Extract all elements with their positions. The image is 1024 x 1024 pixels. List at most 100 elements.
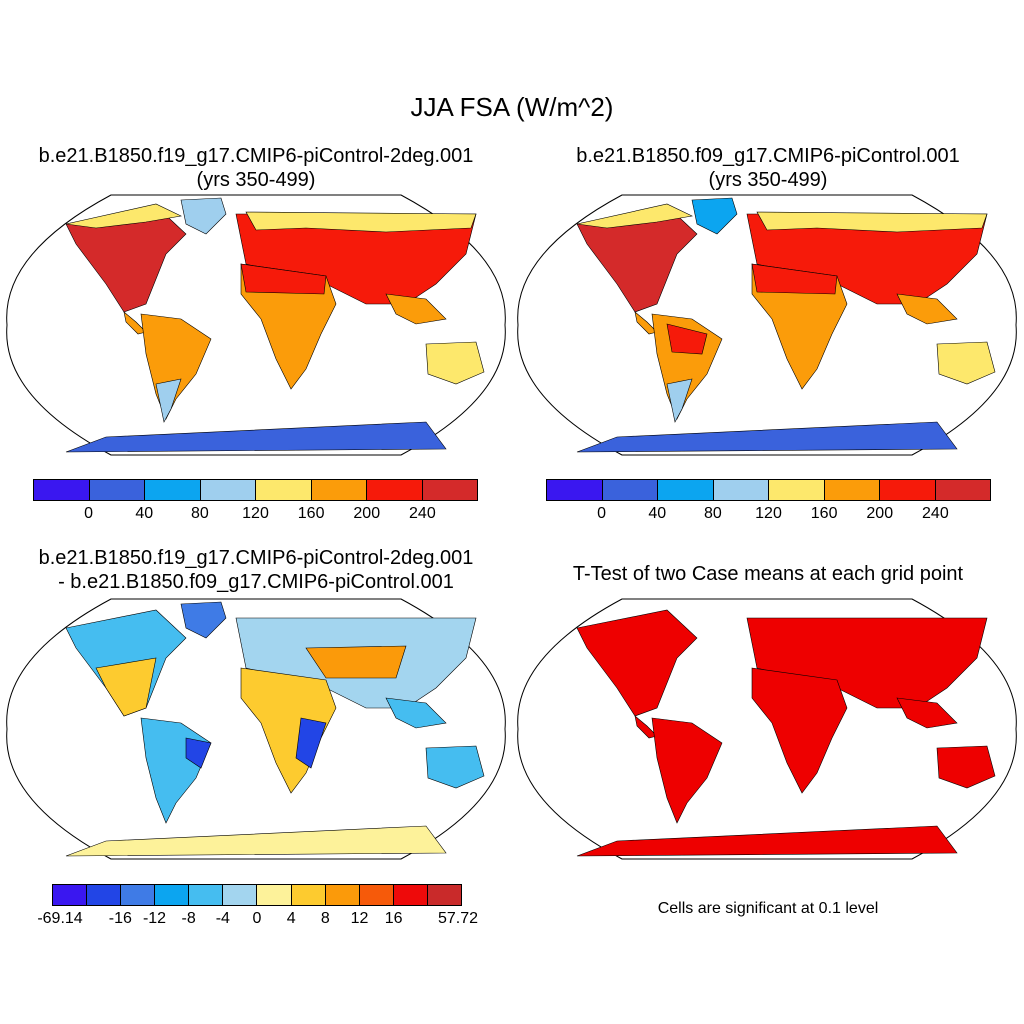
australia bbox=[425, 341, 485, 385]
map-panel-3 bbox=[6, 598, 506, 860]
greenland bbox=[180, 601, 227, 639]
antarctica bbox=[576, 421, 958, 453]
map-panel-4 bbox=[517, 598, 1017, 860]
colorbar-cell bbox=[393, 885, 428, 905]
colorbar-tick-label: 0 bbox=[597, 505, 607, 522]
panel-1-title-line2: (yrs 350-499) bbox=[196, 169, 316, 191]
panel-4-title: T-Test of two Case means at each grid po… bbox=[512, 562, 1024, 586]
colorbar-tick-label: 80 bbox=[703, 505, 722, 522]
colorbar-tick-label: -69.14 bbox=[37, 910, 83, 927]
colorbar-cell bbox=[256, 480, 312, 500]
southeast-asia bbox=[385, 697, 447, 729]
colorbar-tick-label: 160 bbox=[297, 505, 325, 522]
colorbar-tick-label: 12 bbox=[350, 910, 369, 927]
colorbar-tick-label: -8 bbox=[181, 910, 196, 927]
colorbar-cell bbox=[189, 885, 224, 905]
central-america bbox=[123, 311, 147, 335]
main-title: JJA FSA (W/m^2) bbox=[410, 92, 614, 122]
map-panel-2 bbox=[517, 194, 1017, 456]
africa-east bbox=[295, 717, 327, 769]
colorbar-cell bbox=[427, 885, 461, 905]
antarctica bbox=[576, 825, 958, 857]
colorbar-tick-label: 120 bbox=[755, 505, 782, 522]
colorbar-cell bbox=[824, 480, 880, 500]
colorbar-tick-label: 0 bbox=[252, 910, 262, 927]
colorbar-cell bbox=[658, 480, 714, 500]
central-america bbox=[634, 311, 658, 335]
colorbar-cell bbox=[311, 480, 367, 500]
greenland bbox=[180, 197, 227, 235]
south-america-tip bbox=[666, 378, 693, 423]
sahara bbox=[751, 263, 838, 295]
greenland bbox=[691, 197, 738, 235]
significance-note: Cells are significant at 0.1 level bbox=[657, 900, 879, 917]
colorbar-tick-label: -4 bbox=[215, 910, 230, 927]
colorbar-tick-label: 80 bbox=[190, 505, 209, 522]
africa bbox=[240, 667, 337, 794]
colorbar-cell bbox=[880, 480, 936, 500]
colorbar-tick-label: 40 bbox=[648, 505, 667, 522]
colorbar-cell bbox=[89, 480, 145, 500]
colorbar-cell bbox=[53, 885, 88, 905]
colorbar-tick-label: 0 bbox=[84, 505, 94, 522]
south-america bbox=[651, 717, 723, 824]
colorbar-cell bbox=[422, 480, 477, 500]
land-masses bbox=[576, 197, 996, 453]
panel-2-title-line1: b.e21.B1850.f09_g17.CMIP6-piControl.001 bbox=[576, 145, 960, 167]
map-panel-1 bbox=[6, 194, 506, 456]
colorbar-tick-label: 240 bbox=[922, 505, 949, 522]
colorbar-cell bbox=[155, 885, 190, 905]
africa bbox=[751, 263, 848, 390]
eurasia-central bbox=[305, 645, 407, 679]
panel-3-title-line2: - b.e21.B1850.f09_g17.CMIP6-piControl.00… bbox=[58, 571, 454, 593]
colorbar-tick-label: -16 bbox=[108, 910, 132, 927]
colorbar-tick-label: 160 bbox=[810, 505, 838, 522]
colorbar-cell bbox=[367, 480, 423, 500]
colorbar-tick-label: 120 bbox=[242, 505, 269, 522]
colorbar-cell bbox=[602, 480, 658, 500]
australia bbox=[936, 745, 996, 789]
panel-3-title: b.e21.B1850.f19_g17.CMIP6-piControl-2deg… bbox=[0, 546, 512, 594]
colorbar-cell bbox=[769, 480, 825, 500]
eurasia-north bbox=[245, 211, 477, 233]
panel-2-title-line2: (yrs 350-499) bbox=[708, 169, 828, 191]
southeast-asia bbox=[896, 697, 958, 729]
north-america-south bbox=[95, 657, 157, 717]
antarctica bbox=[65, 825, 447, 857]
colorbar-cell bbox=[325, 885, 360, 905]
amazon bbox=[666, 323, 708, 355]
sahara bbox=[240, 263, 327, 295]
colorbar-cell bbox=[223, 885, 258, 905]
colorbar-panel-1 bbox=[33, 479, 478, 501]
panel-1-title: b.e21.B1850.f19_g17.CMIP6-piControl-2deg… bbox=[0, 144, 512, 192]
africa bbox=[751, 667, 848, 794]
colorbar-cell bbox=[935, 480, 990, 500]
north-america bbox=[576, 609, 698, 717]
colorbar-tick-label: 200 bbox=[353, 505, 381, 522]
colorbar-cell bbox=[87, 885, 122, 905]
panel-3-title-line1: b.e21.B1850.f19_g17.CMIP6-piControl-2deg… bbox=[38, 547, 474, 569]
north-america bbox=[576, 205, 698, 313]
australia bbox=[425, 745, 485, 789]
north-america bbox=[65, 205, 187, 313]
colorbar-cell bbox=[145, 480, 201, 500]
south-america-tip bbox=[155, 378, 182, 423]
colorbar-tick-label: 240 bbox=[409, 505, 436, 522]
colorbar-cell bbox=[200, 480, 256, 500]
colorbar-cell bbox=[713, 480, 769, 500]
colorbar-cell bbox=[257, 885, 292, 905]
land-masses bbox=[65, 197, 485, 453]
colorbar-cell bbox=[34, 480, 90, 500]
colorbar-cell bbox=[547, 480, 603, 500]
panel-4-title-line1: T-Test of two Case means at each grid po… bbox=[572, 563, 964, 585]
southeast-asia bbox=[896, 293, 958, 325]
colorbar-cell bbox=[359, 885, 394, 905]
land-masses bbox=[65, 601, 485, 857]
significant-cells bbox=[576, 609, 996, 857]
africa bbox=[240, 263, 337, 390]
colorbar-panel-2 bbox=[546, 479, 991, 501]
colorbar-tick-label: 200 bbox=[866, 505, 894, 522]
panel-1-title-line1: b.e21.B1850.f19_g17.CMIP6-piControl-2deg… bbox=[38, 145, 474, 167]
central-america bbox=[634, 715, 658, 739]
colorbar-tick-label: 8 bbox=[320, 910, 330, 927]
